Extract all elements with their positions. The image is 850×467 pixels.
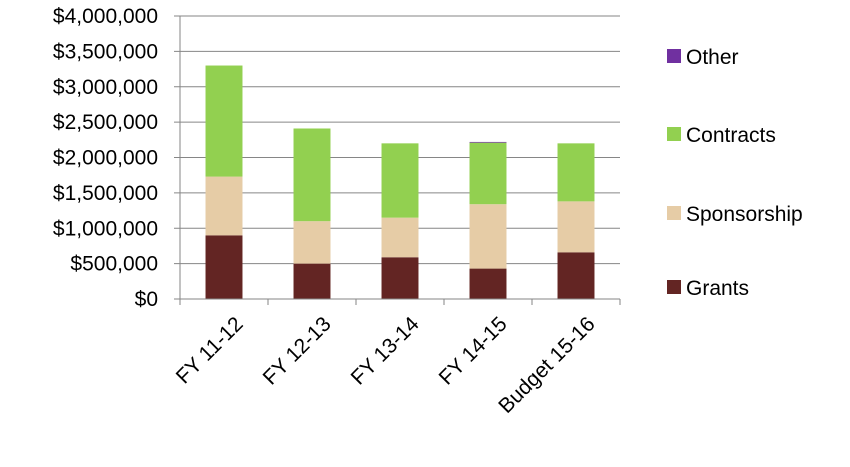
axes — [179, 16, 620, 300]
bar-segment-contracts — [293, 128, 331, 222]
legend-label-sponsorship: Sponsorship — [686, 203, 803, 226]
legend: Other Contracts Sponsorship Grants — [667, 46, 803, 300]
bar-segment-contracts — [381, 143, 419, 218]
y-tick-label: $0 — [135, 288, 158, 311]
bar-segment-other — [469, 141, 507, 143]
y-tick-label: $2,500,000 — [53, 111, 158, 134]
y-tick-label: $2,000,000 — [53, 147, 158, 170]
legend-swatch-contracts — [667, 127, 681, 141]
y-tick-label: $500,000 — [70, 253, 158, 276]
legend-label-other: Other — [686, 46, 739, 69]
x-tick-label: FY 12-13 — [259, 312, 336, 389]
bar-segment-sponsorship — [557, 201, 595, 253]
y-tick-label: $4,000,000 — [53, 5, 158, 28]
legend-label-grants: Grants — [686, 277, 749, 300]
x-tick-label: FY 11-12 — [172, 312, 248, 388]
legend-swatch-sponsorship — [667, 206, 681, 220]
bar-segment-grants — [469, 268, 507, 299]
bar-segment-grants — [293, 263, 331, 299]
bar-segment-sponsorship — [469, 204, 507, 269]
bar-segment-contracts — [205, 65, 243, 177]
y-tick-label: $1,000,000 — [53, 217, 158, 240]
legend-swatch-other — [667, 49, 681, 63]
y-tick-label: $3,500,000 — [53, 40, 158, 63]
bar-segment-grants — [205, 235, 243, 299]
y-tick-label: $3,000,000 — [53, 76, 158, 99]
legend-label-contracts: Contracts — [686, 124, 776, 147]
bar-segment-contracts — [557, 143, 595, 202]
y-tick-label: $1,500,000 — [53, 182, 158, 205]
bars — [205, 65, 595, 299]
y-axis-ticks: $0 $500,000 $1,000,000 $1,500,000 $2,000,000… — [53, 5, 180, 311]
bar-segment-contracts — [469, 142, 507, 205]
bar-segment-grants — [557, 252, 595, 299]
bar-segment-grants — [381, 257, 419, 299]
bar-segment-sponsorship — [381, 217, 419, 258]
x-tick-label: FY 14-15 — [435, 312, 512, 389]
legend-swatch-grants — [667, 280, 681, 294]
bar-segment-sponsorship — [293, 221, 331, 264]
bar-segment-sponsorship — [205, 176, 243, 236]
x-tick-label: FY 13-14 — [347, 312, 424, 389]
